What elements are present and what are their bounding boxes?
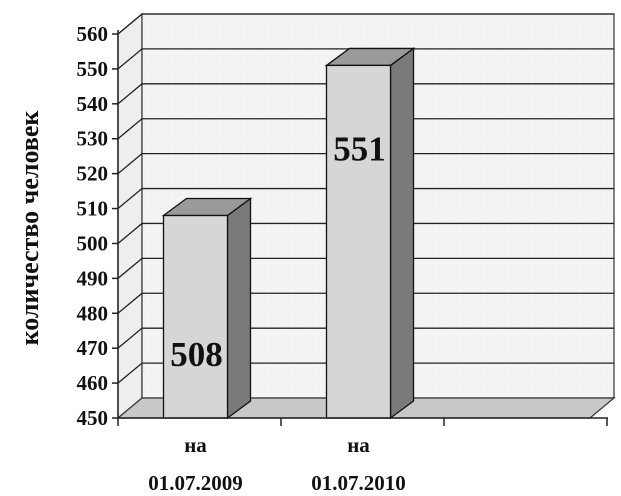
data-label: 551	[333, 129, 386, 168]
gridlines	[117, 13, 614, 384]
y-tick-label: 520	[77, 162, 109, 186]
y-tick-label: 450	[77, 406, 109, 430]
data-labels: 508 551	[170, 129, 386, 374]
bar	[325, 64, 392, 419]
data-label: 508	[170, 335, 223, 374]
y-tick-label: 540	[77, 92, 109, 116]
gridline	[117, 292, 614, 314]
gridline	[117, 257, 614, 279]
gridline	[117, 187, 614, 210]
x-axis: на 01.07.2009 на 01.07.2010	[117, 417, 608, 495]
bar-side	[226, 197, 252, 420]
x-tick-label: на	[184, 433, 207, 457]
gridline	[117, 48, 614, 70]
y-tick-label: 470	[77, 336, 109, 360]
side-wall	[117, 12, 143, 420]
gridline	[117, 327, 614, 349]
gridline	[117, 118, 614, 140]
y-axis: 450 460 470 480 490 500 510 520 530 540 550 560	[77, 22, 119, 430]
y-tick-label: 500	[77, 231, 109, 255]
y-tick-label: 480	[77, 301, 109, 325]
bar-side	[389, 47, 415, 420]
x-tick-label: на	[347, 433, 370, 457]
gridline	[117, 222, 614, 244]
gridline	[117, 13, 614, 35]
gridline	[117, 362, 614, 384]
y-tick-label: 510	[77, 197, 109, 221]
y-tick-label: 530	[77, 127, 109, 151]
x-tick-label: 01.07.2010	[311, 471, 406, 495]
y-tick-label: 550	[77, 57, 109, 81]
gridline	[117, 152, 614, 175]
y-tick-label: 460	[77, 371, 109, 395]
bars	[161, 47, 416, 420]
bar	[162, 214, 229, 419]
y-axis-label: количество человек	[15, 111, 44, 346]
gridline	[117, 83, 614, 105]
y-tick-label: 490	[77, 266, 109, 290]
x-tick-label: 01.07.2009	[148, 471, 243, 495]
y-tick-label: 560	[77, 22, 109, 46]
